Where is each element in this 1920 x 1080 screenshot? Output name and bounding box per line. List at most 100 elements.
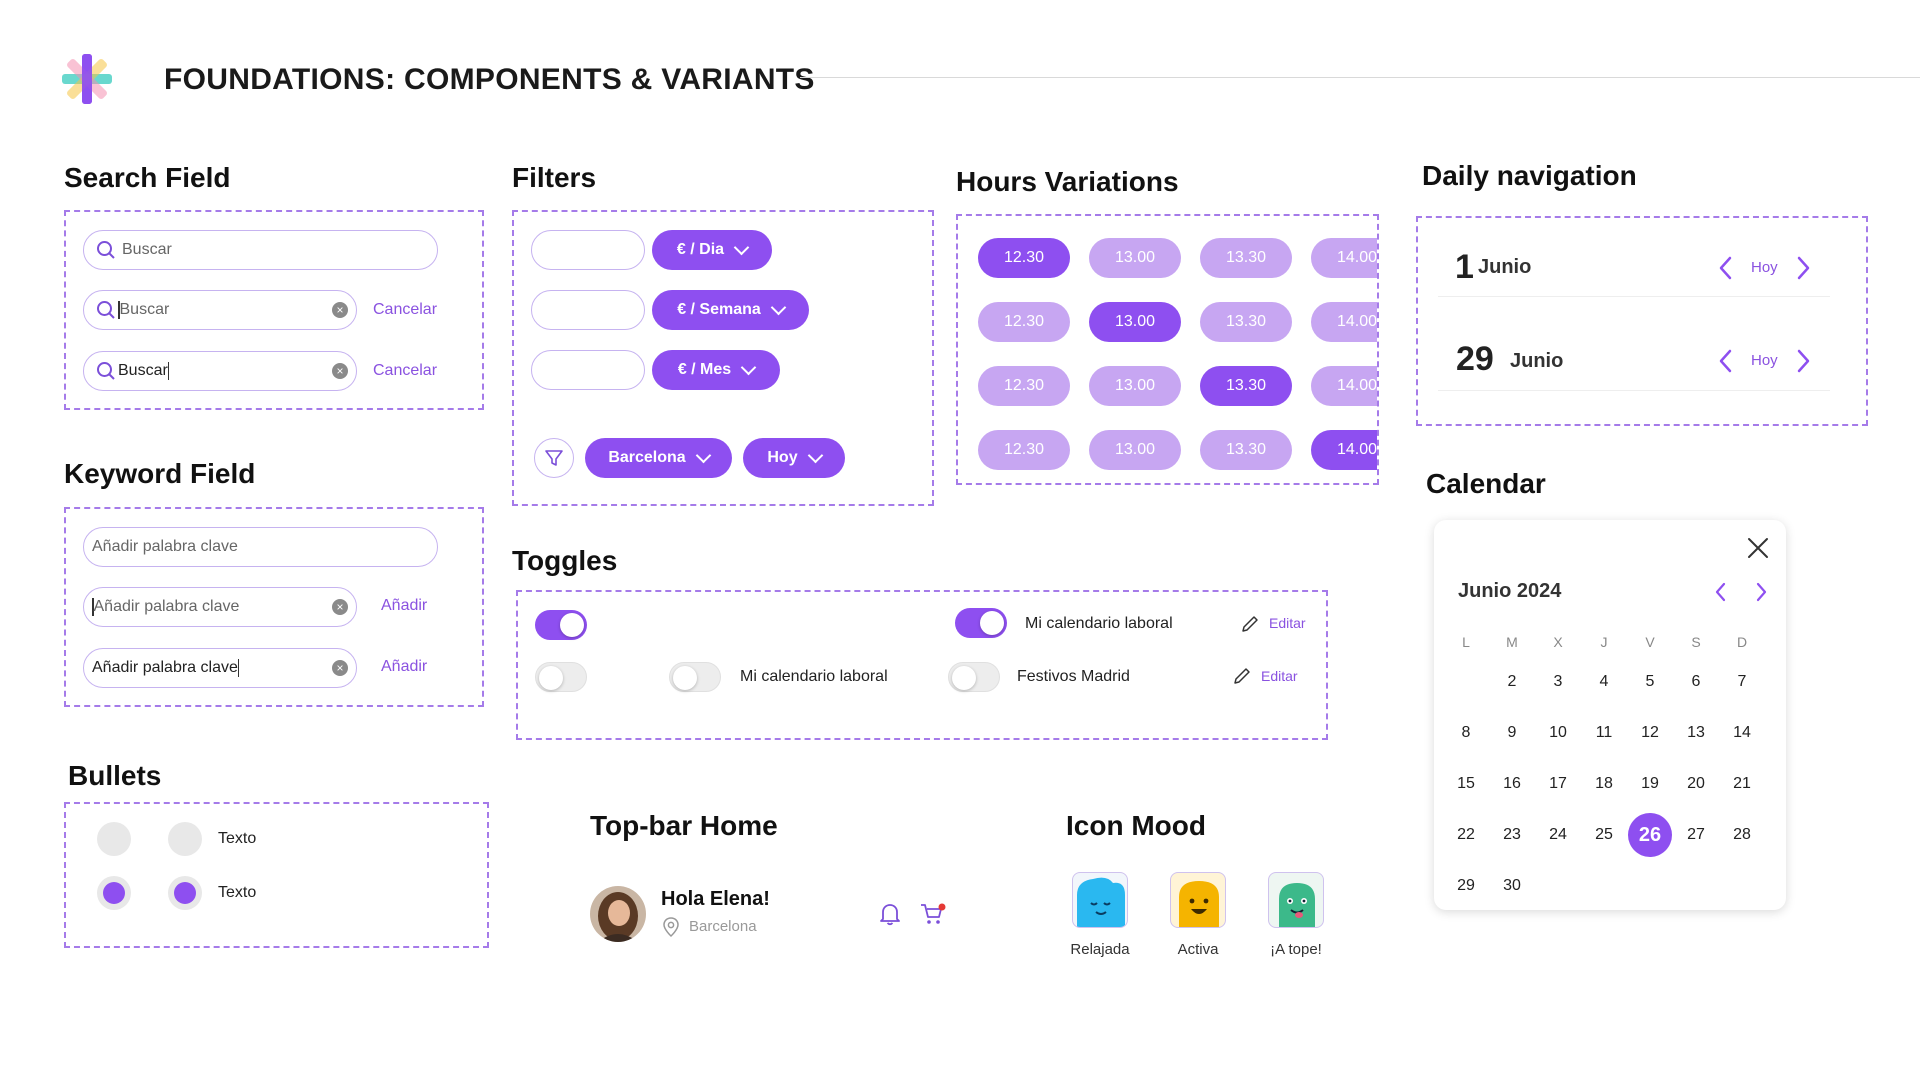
calendar-day[interactable]: 24 [1549, 826, 1567, 843]
search-cancel-button[interactable]: Cancelar [373, 301, 438, 318]
calendar-day[interactable]: 21 [1733, 775, 1751, 792]
toggle-off[interactable] [948, 662, 1000, 692]
date-number: 1 [1455, 248, 1474, 286]
cart-icon[interactable] [920, 902, 946, 931]
price-unit-dropdown[interactable]: € / Dia [652, 230, 772, 270]
calendar-day[interactable]: 25 [1595, 826, 1613, 843]
hour-chip[interactable]: 14.00 [1311, 238, 1377, 278]
calendar-day[interactable]: 13 [1687, 724, 1705, 741]
bullet-off[interactable] [97, 822, 131, 856]
bell-icon[interactable] [879, 902, 901, 931]
bullet-on[interactable] [97, 876, 131, 910]
calendar-day[interactable]: 15 [1457, 775, 1475, 792]
keyword-input-empty[interactable]: Añadir palabra clave [83, 527, 438, 567]
chevron-left-icon[interactable] [1714, 582, 1726, 607]
calendar-day[interactable]: 2 [1507, 673, 1517, 690]
calendar-day[interactable]: 28 [1733, 826, 1751, 843]
active-face-icon[interactable] [1170, 872, 1226, 928]
bullet-on[interactable] [168, 876, 202, 910]
hour-chip[interactable]: 12.30 [978, 302, 1070, 342]
toggle-on[interactable] [535, 610, 587, 640]
calendar-day[interactable]: 5 [1645, 673, 1655, 690]
date-dropdown[interactable]: Hoy [743, 438, 845, 478]
keyword-input-typed[interactable]: Añadir palabra clave × [83, 648, 357, 688]
calendar-day[interactable]: 27 [1687, 826, 1705, 843]
city-dropdown[interactable]: Barcelona [585, 438, 732, 478]
toggle-off[interactable] [669, 662, 721, 692]
text-caret [118, 301, 120, 319]
hour-chip[interactable]: 12.30 [978, 366, 1070, 406]
calendar-day[interactable]: 9 [1507, 724, 1517, 741]
keyword-placeholder: Añadir palabra clave [92, 538, 238, 555]
calendar-day[interactable]: 8 [1461, 724, 1471, 741]
bullet-off[interactable] [168, 822, 202, 856]
calendar-day[interactable]: 29 [1457, 877, 1475, 894]
hour-chip[interactable]: 12.30 [978, 430, 1070, 470]
keyword-add-button[interactable]: Añadir [381, 658, 428, 675]
calendar-day[interactable]: 10 [1549, 724, 1567, 741]
price-input[interactable] [531, 350, 645, 390]
search-input-typed[interactable]: Buscar × [83, 351, 357, 391]
toggle-off[interactable] [535, 662, 587, 692]
calendar-day[interactable]: 22 [1457, 826, 1475, 843]
filter-button[interactable] [534, 438, 574, 478]
date-label: Hoy [767, 449, 798, 466]
search-input-focused[interactable]: Buscar × [83, 290, 357, 330]
edit-pencil-icon[interactable] [1232, 666, 1252, 691]
calendar-day[interactable]: 30 [1503, 877, 1521, 894]
close-icon[interactable] [1746, 536, 1770, 565]
calendar-day[interactable]: 23 [1503, 826, 1521, 843]
calendar-day[interactable]: 6 [1691, 673, 1701, 690]
keyword-input-focused[interactable]: Añadir palabra clave × [83, 587, 357, 627]
today-button[interactable]: Hoy [1751, 352, 1778, 369]
clear-icon[interactable]: × [332, 660, 348, 676]
calendar-day[interactable]: 18 [1595, 775, 1613, 792]
hour-chip[interactable]: 13.30 [1200, 430, 1292, 470]
hour-chip[interactable]: 13.00 [1089, 238, 1181, 278]
hour-chip[interactable]: 14.00 [1311, 430, 1377, 470]
calendar-day[interactable]: 19 [1641, 775, 1659, 792]
relaxed-face-icon[interactable] [1072, 872, 1128, 928]
avatar[interactable] [590, 886, 646, 942]
search-cancel-button[interactable]: Cancelar [373, 362, 438, 379]
chevron-right-icon[interactable] [1797, 349, 1811, 378]
price-unit-dropdown[interactable]: € / Mes [652, 350, 780, 390]
hour-chip[interactable]: 13.30 [1200, 302, 1292, 342]
edit-button[interactable]: Editar [1261, 668, 1298, 684]
price-unit-dropdown[interactable]: € / Semana [652, 290, 809, 330]
hour-chip[interactable]: 12.30 [978, 238, 1070, 278]
chevron-right-icon[interactable] [1756, 582, 1768, 607]
today-button[interactable]: Hoy [1751, 259, 1778, 276]
price-input[interactable] [531, 230, 645, 270]
clear-icon[interactable]: × [332, 599, 348, 615]
calendar-day[interactable]: 20 [1687, 775, 1705, 792]
hour-chip[interactable]: 13.30 [1200, 238, 1292, 278]
search-input-empty[interactable]: Buscar [83, 230, 438, 270]
clear-icon[interactable]: × [332, 302, 348, 318]
chevron-left-icon[interactable] [1718, 349, 1732, 378]
excited-face-icon[interactable] [1268, 872, 1324, 928]
chevron-left-icon[interactable] [1718, 256, 1732, 285]
calendar-day[interactable]: 7 [1737, 673, 1747, 690]
calendar-day[interactable]: 17 [1549, 775, 1567, 792]
hour-chip[interactable]: 13.30 [1200, 366, 1292, 406]
toggle-on[interactable] [955, 608, 1007, 638]
calendar-day[interactable]: 3 [1553, 673, 1563, 690]
calendar-day[interactable]: 4 [1599, 673, 1609, 690]
hour-chip[interactable]: 13.00 [1089, 302, 1181, 342]
calendar-day[interactable]: 12 [1641, 724, 1659, 741]
edit-pencil-icon[interactable] [1240, 614, 1260, 639]
hour-chip[interactable]: 13.00 [1089, 430, 1181, 470]
price-input[interactable] [531, 290, 645, 330]
hour-chip[interactable]: 13.00 [1089, 366, 1181, 406]
chevron-right-icon[interactable] [1797, 256, 1811, 285]
clear-icon[interactable]: × [332, 363, 348, 379]
hour-chip[interactable]: 14.00 [1311, 302, 1377, 342]
calendar-day[interactable]: 11 [1595, 724, 1613, 741]
calendar-day-selected[interactable]: 26 [1628, 813, 1672, 857]
keyword-add-button[interactable]: Añadir [381, 597, 428, 614]
calendar-day[interactable]: 16 [1503, 775, 1521, 792]
edit-button[interactable]: Editar [1269, 615, 1306, 631]
calendar-day[interactable]: 14 [1733, 724, 1751, 741]
hour-chip[interactable]: 14.00 [1311, 366, 1377, 406]
